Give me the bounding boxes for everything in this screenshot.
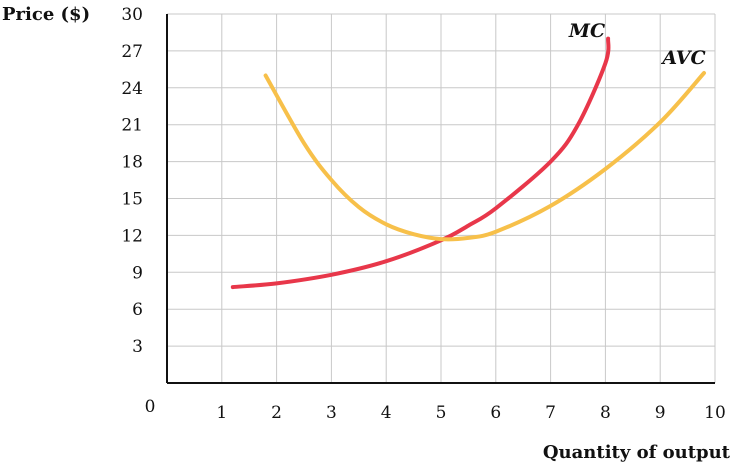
grid [167, 13, 716, 383]
origin-label: 0 [145, 397, 156, 417]
x-tick-label: 4 [381, 403, 392, 423]
y-tick-label: 3 [132, 337, 143, 357]
x-tick-label: 5 [436, 403, 447, 423]
y-tick-label: 6 [132, 300, 143, 320]
avc-label: AVC [660, 47, 705, 69]
y-tick-label: 30 [121, 5, 143, 25]
x-tick-label: 8 [600, 403, 611, 423]
y-tick-label: 12 [121, 226, 143, 246]
y-tick-label: 27 [121, 42, 143, 62]
y-axis-title: Price ($) [2, 4, 90, 25]
mc-curve [230, 36, 611, 290]
x-tick-label: 7 [545, 403, 556, 423]
y-tick-label: 9 [132, 263, 143, 283]
mc-label: MC [568, 20, 605, 42]
y-tick-label: 15 [121, 190, 143, 210]
y-tick-label: 21 [121, 116, 143, 136]
x-tick-label: 9 [655, 403, 666, 423]
x-tick-label: 10 [704, 403, 726, 423]
axes [166, 14, 715, 384]
x-tick-label: 3 [326, 403, 337, 423]
curves [230, 36, 706, 290]
x-tick-label: 2 [271, 403, 282, 423]
x-tick-label: 1 [216, 403, 227, 423]
x-tick-label: 6 [490, 403, 501, 423]
y-tick-label: 18 [121, 153, 143, 173]
x-axis-title: Quantity of output [543, 442, 731, 463]
avc-curve [263, 71, 706, 242]
curve-labels: MC AVC [568, 20, 706, 69]
y-tick-label: 24 [121, 79, 143, 99]
